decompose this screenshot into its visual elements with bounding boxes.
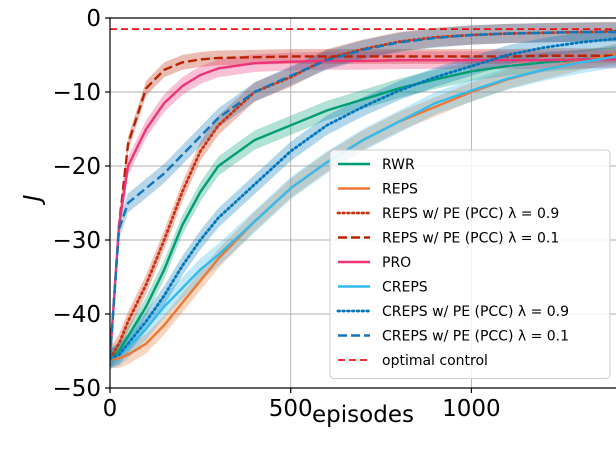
series-line	[110, 55, 616, 360]
legend-label: optimal control	[382, 353, 488, 369]
y-tick-label: −40	[52, 302, 101, 328]
series-line	[110, 54, 616, 359]
x-tick-label: 500	[269, 396, 313, 422]
legend-label: CREPS w/ PE (PCC) λ = 0.9	[382, 304, 569, 320]
series-line	[110, 55, 616, 360]
y-tick-label: 0	[86, 6, 101, 32]
confidence-band	[110, 48, 616, 366]
y-tick-label: −20	[52, 154, 101, 180]
tick-labels: 0 500 1000 0 −10 −20 −30 −40 −50	[52, 6, 500, 422]
x-tick-label: 0	[103, 396, 118, 422]
legend: RWR REPS REPS w/ PE (PCC) λ = 0.9 REPS w/ P…	[329, 149, 611, 379]
series-line	[110, 30, 616, 359]
legend-label: CREPS	[382, 280, 428, 296]
y-tick-label: −10	[52, 80, 101, 106]
legend-box	[329, 149, 611, 379]
axes	[109, 17, 616, 389]
legend-label: REPS w/ PE (PCC) λ = 0.1	[382, 231, 559, 247]
series-line	[110, 58, 616, 359]
x-tick-label: 1000	[442, 396, 501, 422]
series-lines	[110, 28, 616, 360]
legend-label: CREPS w/ PE (PCC) λ = 0.1	[382, 329, 569, 345]
y-axis-label: J	[20, 194, 46, 205]
legend-label: REPS	[382, 182, 418, 198]
confidence-band	[110, 43, 616, 369]
legend-label: PRO	[382, 255, 411, 271]
x-axis-label: episodes	[312, 402, 414, 428]
y-tick-label: −50	[52, 376, 101, 402]
y-tick-label: −30	[52, 228, 101, 254]
series-line	[110, 37, 616, 360]
legend-label: REPS w/ PE (PCC) λ = 0.9	[382, 206, 559, 222]
legend-label: RWR	[382, 157, 415, 173]
